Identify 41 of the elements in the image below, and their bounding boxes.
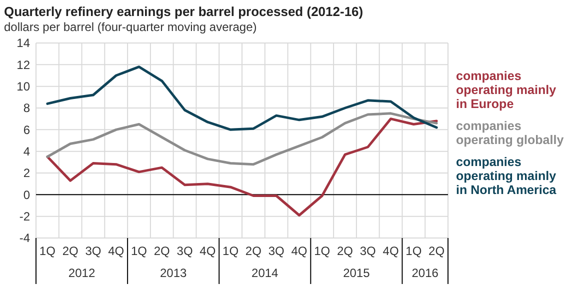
x-tick-label: 1Q <box>222 244 239 258</box>
series-label: companies operating mainly in Europe <box>456 69 556 111</box>
y-tick-label: 10 <box>16 80 30 94</box>
x-tick-label: 1Q <box>406 244 422 258</box>
x-tick-label: 3Q <box>268 244 284 258</box>
series-label: companies operating globally <box>456 119 564 147</box>
y-tick-label: 0 <box>23 188 30 202</box>
line-series <box>46 118 438 216</box>
y-tick-label: -2 <box>19 210 30 224</box>
x-tick-label: 4Q <box>200 244 216 258</box>
text: 2015 <box>343 266 370 280</box>
y-tick-label: 12 <box>16 58 30 72</box>
x-tick-label: 3Q <box>85 244 102 258</box>
text: 2013 <box>160 266 188 280</box>
y-tick-label: 8 <box>23 101 30 116</box>
chart-title: Quarterly refinery earnings per barrel processed (2012-16) <box>4 4 364 19</box>
x-tick-label: 4Q <box>382 244 399 258</box>
x-tick-label: 1Q <box>39 244 56 258</box>
x-tick-label: 4Q <box>108 244 124 258</box>
y-tick-label: 14 <box>16 36 30 50</box>
x-tick-label: 2Q <box>62 244 78 258</box>
x-tick-label: 3Q <box>360 244 376 258</box>
x-tick-label: 2Q <box>428 244 445 258</box>
x-tick-label: 2Q <box>336 244 354 258</box>
text: 2014 <box>252 266 279 280</box>
line-series <box>46 66 438 131</box>
x-tick-label: 2Q <box>154 244 170 258</box>
x-tick-label: 1Q <box>130 244 148 258</box>
y-tick-label: 4 <box>23 144 30 159</box>
text: 2012 <box>68 266 96 280</box>
line-series <box>46 112 438 166</box>
text: companies operating mainly in North America <box>456 155 558 197</box>
y-tick-label: 2 <box>23 166 30 180</box>
x-tick-label: 4Q <box>291 244 308 258</box>
y-tick-label: 6 <box>23 122 30 137</box>
x-tick-label: 1Q <box>314 244 330 258</box>
text: 2016 <box>412 266 439 280</box>
x-tick-label: 2Q <box>245 244 262 258</box>
x-tick-label: 3Q <box>176 244 193 258</box>
chart-subtitle: dollars per barrel (four-quarter moving average) <box>4 20 257 34</box>
y-tick-label: -4 <box>19 231 30 246</box>
